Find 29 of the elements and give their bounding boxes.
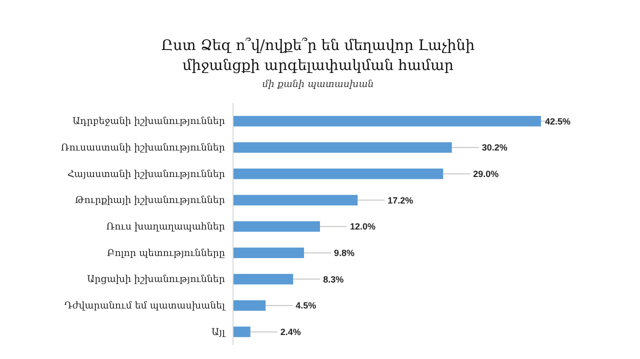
y-tick-label: Արցախի իշխանություններ bbox=[86, 274, 225, 286]
data-label: 29.0% bbox=[473, 168, 499, 179]
bar bbox=[233, 168, 444, 180]
bar bbox=[233, 326, 250, 338]
y-tick-label: Այլ bbox=[211, 326, 226, 338]
y-tick-label: Բոլոր պետությունները bbox=[107, 248, 225, 259]
data-label: 2.4% bbox=[280, 326, 301, 337]
bar bbox=[233, 248, 304, 258]
chart-subtitle: մի քանի պատասխան bbox=[262, 79, 374, 90]
bar bbox=[233, 142, 452, 153]
data-label: 8.3% bbox=[323, 274, 344, 284]
data-label: 30.2% bbox=[482, 142, 508, 153]
data-label: 4.5% bbox=[296, 300, 316, 311]
y-tick-label: Ռուսաստանի իշխանություններ bbox=[60, 142, 225, 154]
bar bbox=[233, 300, 266, 311]
y-tick-label: Դժվարանում եմ պատասխանել bbox=[64, 300, 226, 312]
bar bbox=[233, 221, 320, 232]
data-label: 9.8% bbox=[334, 248, 355, 258]
y-tick-label: Ռուս խաղաղապահներ bbox=[106, 222, 225, 233]
data-label: 42.5% bbox=[545, 116, 571, 126]
bar bbox=[233, 274, 294, 284]
y-tick-label: Ադրբեջանի իշխանություններ bbox=[72, 116, 225, 128]
bar bbox=[233, 194, 358, 206]
bar bbox=[233, 116, 541, 126]
data-label: 17.2% bbox=[388, 195, 414, 206]
y-tick-label: Հայաստանի իշխանություններ bbox=[67, 168, 225, 180]
data-label: 12.0% bbox=[350, 222, 376, 232]
y-tick-label: Թուրքիայի իշխանություններ bbox=[75, 195, 225, 206]
chart-title: Ըստ Ձեզ ո՞վ/ովքե՞ր են մեղավոր Լաչինի միջանցքի արգելափակման համար bbox=[161, 37, 475, 74]
